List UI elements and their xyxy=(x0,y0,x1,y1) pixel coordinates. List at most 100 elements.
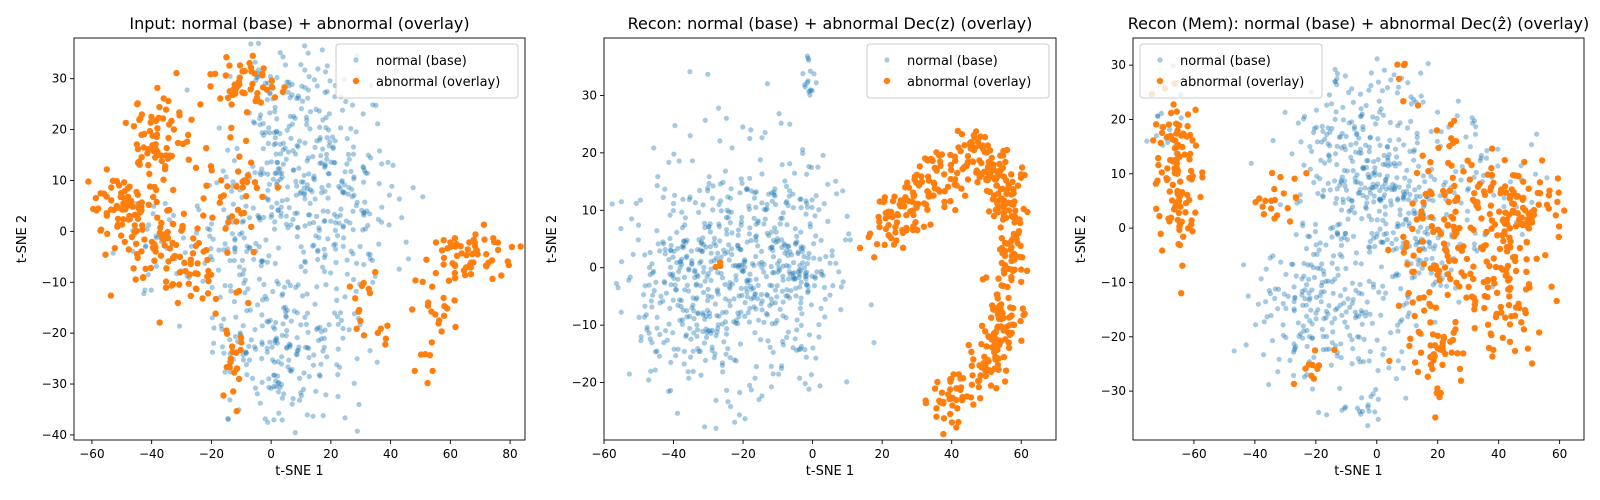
normal-point xyxy=(728,403,734,410)
normal-point xyxy=(796,347,802,353)
normal-point xyxy=(305,186,311,192)
abnormal-point xyxy=(233,218,240,225)
normal-point xyxy=(1342,183,1348,189)
normal-point xyxy=(1307,234,1313,240)
normal-point xyxy=(1323,242,1329,248)
normal-point xyxy=(794,327,800,333)
normal-point xyxy=(816,334,822,340)
normal-point xyxy=(1349,300,1355,306)
abnormal-point xyxy=(244,172,252,179)
normal-point xyxy=(110,250,116,256)
normal-point xyxy=(1477,158,1483,164)
normal-point xyxy=(273,129,280,135)
abnormal-point xyxy=(1430,351,1438,358)
normal-point xyxy=(753,276,759,282)
normal-point xyxy=(294,183,300,189)
normal-point xyxy=(780,299,786,305)
normal-point xyxy=(294,210,300,216)
x-tick-label: 60 xyxy=(443,447,458,461)
normal-point xyxy=(740,124,746,130)
abnormal-point xyxy=(451,297,458,304)
normal-point xyxy=(396,196,402,202)
abnormal-point xyxy=(1555,189,1562,196)
abnormal-point xyxy=(947,161,954,169)
normal-point xyxy=(261,214,267,220)
normal-point xyxy=(176,323,183,329)
abnormal-point xyxy=(1460,350,1467,357)
abnormal-point xyxy=(916,163,923,170)
normal-point xyxy=(325,127,332,133)
normal-point xyxy=(269,204,275,210)
abnormal-point xyxy=(1400,233,1407,240)
normal-point xyxy=(316,372,322,378)
normal-point xyxy=(278,210,284,216)
abnormal-point xyxy=(1487,330,1494,337)
normal-point xyxy=(1368,83,1374,89)
normal-point xyxy=(1469,120,1476,126)
normal-point xyxy=(240,357,247,363)
normal-point xyxy=(1373,184,1379,190)
abnormal-point xyxy=(1449,174,1457,181)
normal-point xyxy=(804,80,811,86)
abnormal-point xyxy=(1011,219,1018,226)
normal-point xyxy=(221,316,227,322)
abnormal-point xyxy=(120,216,127,223)
normal-point xyxy=(1293,344,1299,350)
normal-point xyxy=(262,293,268,299)
normal-point xyxy=(681,348,687,354)
normal-point xyxy=(686,266,692,272)
normal-point xyxy=(700,235,706,241)
normal-point xyxy=(324,63,330,69)
normal-point xyxy=(1434,109,1441,115)
abnormal-point xyxy=(182,268,189,275)
normal-point xyxy=(263,237,269,243)
normal-point xyxy=(321,254,328,261)
normal-point xyxy=(712,351,718,357)
abnormal-point xyxy=(480,221,488,228)
normal-point xyxy=(1420,99,1426,105)
abnormal-point xyxy=(882,215,889,222)
normal-point xyxy=(300,179,306,185)
normal-point xyxy=(1414,130,1420,136)
normal-point xyxy=(228,288,234,294)
abnormal-point xyxy=(1291,175,1298,182)
normal-point xyxy=(1353,250,1360,256)
normal-point xyxy=(1320,268,1326,274)
normal-point xyxy=(1363,204,1369,210)
normal-point xyxy=(735,263,742,269)
normal-point xyxy=(279,417,285,423)
normal-point xyxy=(1411,147,1417,153)
normal-point xyxy=(675,346,681,352)
normal-point xyxy=(1374,337,1380,343)
abnormal-point xyxy=(1173,164,1180,171)
normal-point xyxy=(1366,144,1372,150)
normal-point xyxy=(798,244,804,250)
abnormal-point xyxy=(384,322,391,329)
normal-point xyxy=(724,387,730,393)
normal-point xyxy=(353,288,359,294)
abnormal-point xyxy=(1016,216,1023,223)
normal-point xyxy=(317,137,323,143)
normal-point xyxy=(1280,332,1286,338)
normal-point xyxy=(796,274,802,280)
abnormal-point xyxy=(1182,199,1190,207)
normal-point xyxy=(1370,284,1377,290)
normal-point xyxy=(718,254,724,260)
abnormal-point xyxy=(176,281,183,288)
normal-point xyxy=(279,174,285,180)
abnormal-point xyxy=(1514,193,1522,200)
abnormal-point xyxy=(991,340,999,347)
normal-point xyxy=(1358,411,1364,417)
normal-point xyxy=(804,273,810,279)
normal-point xyxy=(304,182,311,188)
abnormal-point xyxy=(162,106,170,113)
normal-point xyxy=(344,136,350,142)
normal-point xyxy=(354,356,360,362)
normal-point xyxy=(253,240,259,247)
abnormal-point xyxy=(1484,276,1492,284)
normal-point xyxy=(736,313,742,320)
normal-point xyxy=(782,242,788,248)
abnormal-point xyxy=(173,69,180,77)
normal-point xyxy=(724,249,731,255)
